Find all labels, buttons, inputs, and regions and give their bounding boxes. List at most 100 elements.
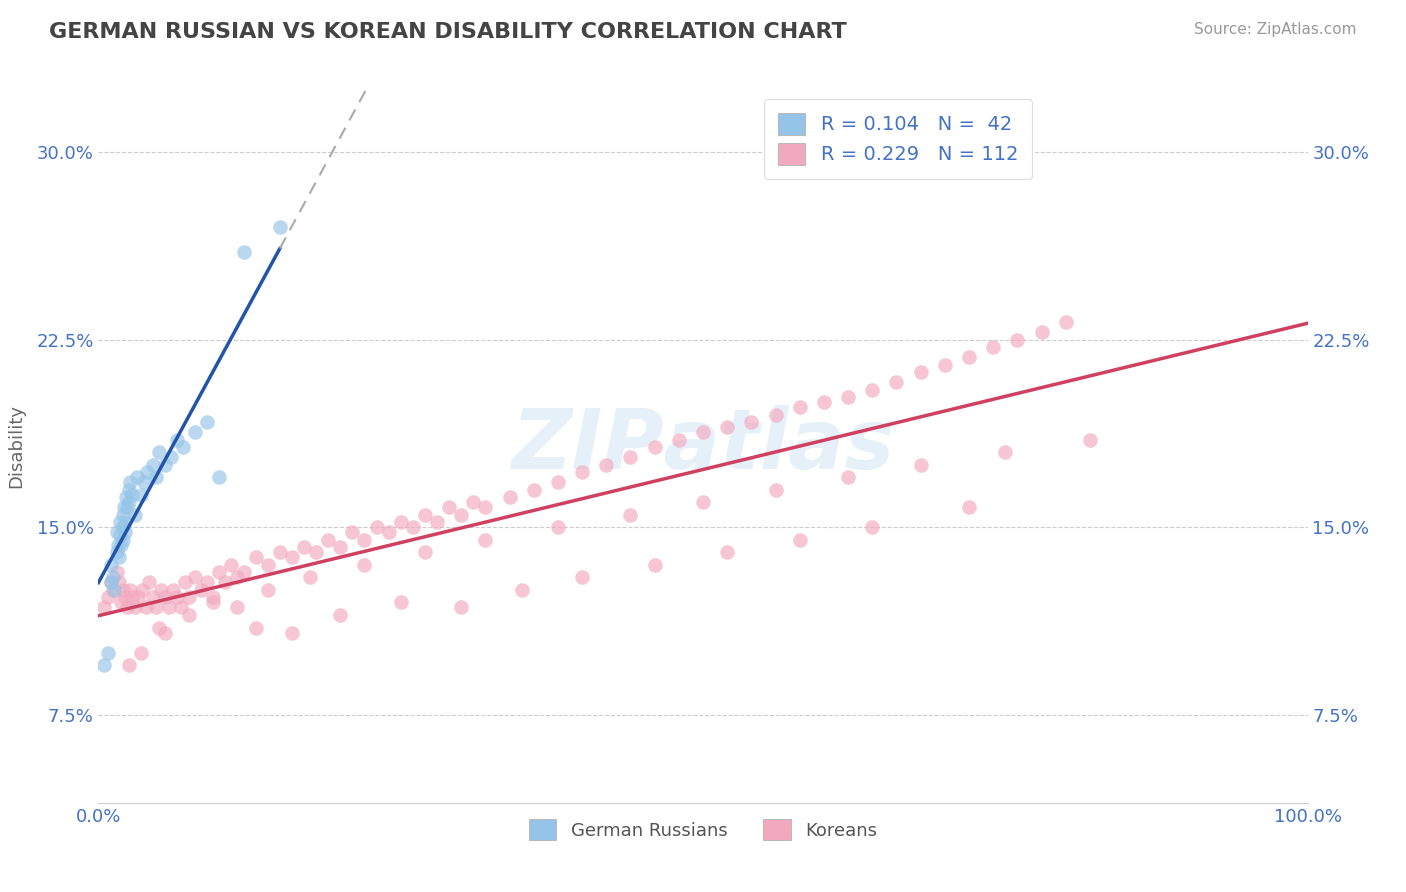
Point: [153, 458, 176, 472]
Point: [97, 646, 120, 660]
Point: [740, 415, 762, 429]
Point: [450, 600, 472, 615]
Point: [105, 525, 128, 540]
Point: [837, 470, 859, 484]
Point: [108, 516, 131, 530]
Point: [169, 600, 191, 615]
Point: [329, 541, 352, 555]
Point: [153, 625, 176, 640]
Point: [957, 350, 980, 364]
Point: [115, 491, 138, 505]
Point: [1054, 315, 1077, 329]
Point: [413, 508, 436, 522]
Point: [157, 600, 180, 615]
Point: [202, 595, 225, 609]
Point: [426, 516, 449, 530]
Point: [644, 558, 666, 572]
Point: [145, 470, 167, 484]
Point: [353, 558, 375, 572]
Point: [142, 458, 165, 472]
Point: [342, 525, 364, 540]
Point: [179, 607, 201, 622]
Point: [934, 358, 956, 372]
Point: [108, 550, 131, 565]
Point: [162, 582, 184, 597]
Point: [142, 591, 165, 605]
Point: [184, 425, 207, 440]
Point: [100, 575, 122, 590]
Point: [994, 445, 1017, 459]
Point: [644, 440, 666, 454]
Point: [153, 591, 176, 605]
Y-axis label: Disability: Disability: [7, 404, 25, 488]
Point: [111, 508, 134, 522]
Point: [245, 550, 267, 565]
Point: [129, 488, 152, 502]
Point: [765, 483, 787, 497]
Point: [114, 516, 136, 530]
Point: [292, 541, 315, 555]
Point: [269, 219, 291, 234]
Point: [148, 445, 170, 459]
Point: [108, 575, 131, 590]
Point: [523, 483, 546, 497]
Point: [463, 495, 485, 509]
Legend: German Russians, Koreans: German Russians, Koreans: [522, 812, 884, 847]
Point: [957, 500, 980, 515]
Point: [103, 582, 125, 597]
Point: [366, 520, 388, 534]
Point: [124, 508, 146, 522]
Point: [110, 595, 132, 609]
Point: [981, 340, 1004, 354]
Point: [134, 475, 156, 490]
Point: [281, 625, 304, 640]
Point: [111, 582, 134, 597]
Point: [232, 566, 254, 580]
Point: [668, 433, 690, 447]
Point: [716, 420, 738, 434]
Point: [789, 400, 811, 414]
Point: [329, 607, 352, 622]
Point: [138, 575, 160, 590]
Point: [765, 408, 787, 422]
Point: [377, 525, 399, 540]
Point: [692, 425, 714, 440]
Point: [105, 545, 128, 559]
Point: [184, 570, 207, 584]
Point: [547, 520, 569, 534]
Point: [195, 415, 218, 429]
Point: [316, 533, 339, 547]
Point: [692, 495, 714, 509]
Point: [619, 450, 641, 465]
Point: [269, 545, 291, 559]
Point: [402, 520, 425, 534]
Point: [129, 646, 152, 660]
Point: [110, 538, 132, 552]
Point: [114, 591, 136, 605]
Point: [105, 566, 128, 580]
Point: [179, 591, 201, 605]
Point: [166, 433, 188, 447]
Point: [245, 621, 267, 635]
Point: [910, 365, 932, 379]
Point: [498, 491, 520, 505]
Point: [281, 550, 304, 565]
Point: [93, 600, 115, 615]
Point: [226, 600, 249, 615]
Point: [389, 516, 412, 530]
Point: [111, 533, 134, 547]
Point: [789, 533, 811, 547]
Point: [474, 500, 496, 515]
Point: [450, 508, 472, 522]
Point: [112, 500, 135, 515]
Point: [172, 440, 194, 454]
Point: [118, 658, 141, 673]
Point: [174, 575, 197, 590]
Point: [135, 465, 157, 479]
Point: [124, 600, 146, 615]
Point: [208, 566, 231, 580]
Point: [299, 570, 322, 584]
Point: [389, 595, 412, 609]
Point: [437, 500, 460, 515]
Point: [148, 621, 170, 635]
